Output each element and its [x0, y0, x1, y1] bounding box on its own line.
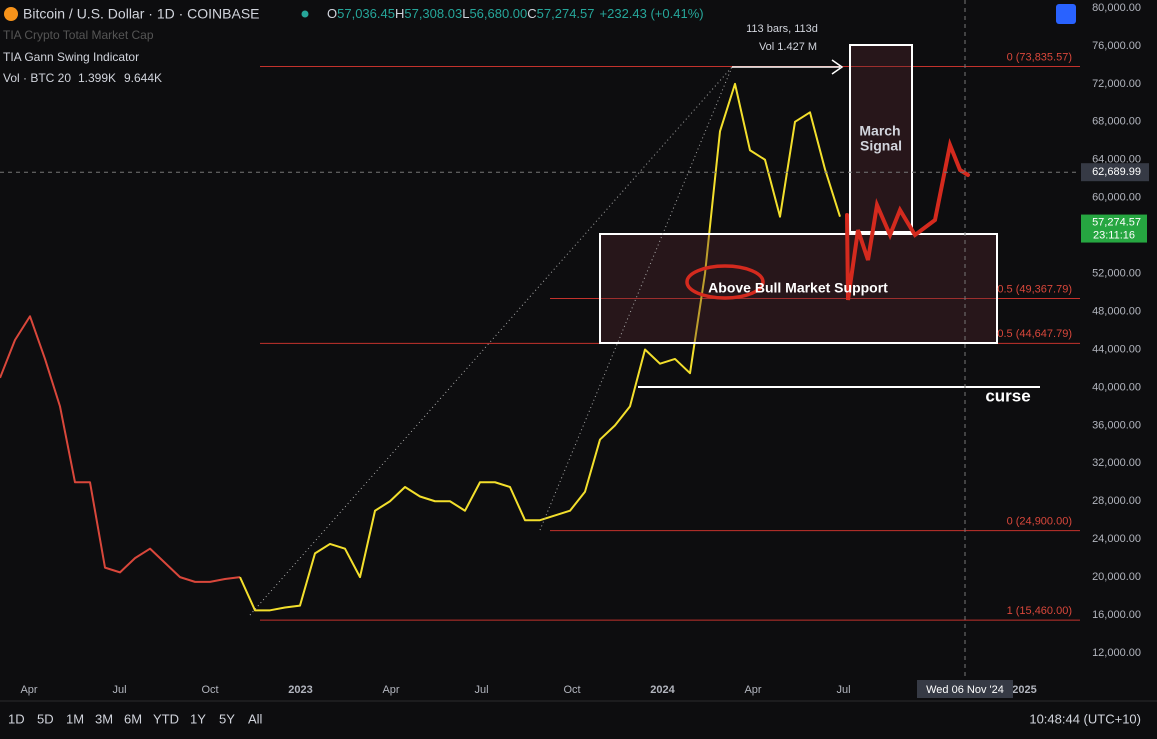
y-tick-label: 68,000.00 [1092, 116, 1141, 128]
indicator-value: 9.644K [124, 71, 162, 85]
trend-dotted [249, 66, 733, 616]
y-tick-label: 48,000.00 [1092, 305, 1141, 317]
x-tick-label: 2024 [650, 684, 675, 696]
x-tick-label: Apr [382, 684, 399, 696]
y-tick-label: 80,000.00 [1092, 2, 1141, 14]
annotation: Signal [860, 138, 902, 154]
x-tick-label: Jul [836, 684, 850, 696]
range-button[interactable]: 1M [66, 711, 84, 726]
fullscreen-button[interactable] [1056, 4, 1076, 24]
y-tick-label: 24,000.00 [1092, 533, 1141, 545]
range-button[interactable]: 3M [95, 711, 113, 726]
ohlc-l: 56,680.00 [469, 6, 527, 21]
march-box [849, 44, 913, 233]
crosshair-price: 62,689.99 [1092, 166, 1141, 178]
fib-label: 0 (73,835.57) [1007, 51, 1072, 63]
x-tick-label: Oct [201, 684, 218, 696]
x-tick-label: Jul [112, 684, 126, 696]
crosshair-date-bg [917, 680, 1013, 698]
annotation: curse [985, 386, 1030, 405]
y-tick-label: 12,000.00 [1092, 647, 1141, 659]
y-tick-label: 36,000.00 [1092, 419, 1141, 431]
range-arrow [732, 59, 844, 75]
x-tick-label: Apr [744, 684, 761, 696]
symbol[interactable]: Bitcoin / U.S. Dollar · 1D · COINBASE [23, 6, 260, 22]
y-tick-label: 44,000.00 [1092, 343, 1141, 355]
range-button[interactable]: 1Y [190, 711, 206, 726]
ohlc-h-label: H [395, 6, 404, 21]
y-tick-label: 40,000.00 [1092, 381, 1141, 393]
indicator-value: 1.399K [78, 71, 116, 85]
y-tick-label: 20,000.00 [1092, 571, 1141, 583]
countdown: 23:11:16 [1093, 229, 1135, 241]
fib-label: 0.5 (44,647.79) [997, 328, 1072, 340]
btc-icon [4, 7, 18, 21]
y-tick-label: 72,000.00 [1092, 78, 1141, 90]
plot [0, 65, 1080, 621]
red-circle [685, 264, 765, 300]
range-button[interactable]: 1D [8, 711, 25, 726]
range-button[interactable]: 5D [37, 711, 54, 726]
fib-label: 0.5 (49,367.79) [997, 283, 1072, 295]
range-button[interactable]: YTD [153, 711, 179, 726]
x-tick-label: 2023 [288, 684, 312, 696]
y-tick-label: 60,000.00 [1092, 192, 1141, 204]
ohlc-h: 57,308.03 [404, 6, 462, 21]
y-tick-label: 64,000.00 [1092, 154, 1141, 166]
price-line [0, 315, 241, 583]
indicator[interactable]: TIA Gann Swing Indicator [3, 50, 139, 64]
y-tick-label: 32,000.00 [1092, 457, 1141, 469]
ohlc-l-label: L [462, 6, 469, 21]
red-scribble [845, 138, 970, 301]
toolbar: 1D 5D 1M 3M 6M YTD 1Y 5Y All [8, 711, 263, 726]
support-box [599, 233, 998, 344]
last-price-bg [1081, 214, 1147, 243]
range-button[interactable]: 5Y [219, 711, 235, 726]
x-tick-label: Oct [563, 684, 580, 696]
annotation: Vol 1.427 M [759, 41, 817, 53]
indicator[interactable]: Vol · BTC 20 [3, 71, 71, 85]
ohlc-c: 57,274.57 [537, 6, 595, 21]
fib-label: 1 (15,460.00) [1007, 605, 1072, 617]
y-tick-label: 28,000.00 [1092, 495, 1141, 507]
clock: 10:48:44 (UTC+10) [1029, 711, 1141, 726]
status-dot [301, 10, 309, 18]
fib-label: 0 (24,900.00) [1007, 516, 1072, 528]
annotation: Above Bull Market Support [708, 280, 888, 296]
ohlc-change: +232.43 (+0.41%) [600, 6, 704, 21]
range-button[interactable]: All [248, 711, 263, 726]
indicator[interactable]: TIA Crypto Total Market Cap [3, 28, 154, 42]
ohlc-o: 57,036.45 [337, 6, 395, 21]
crosshair-date: Wed 06 Nov '24 [926, 684, 1004, 696]
annotation: 113 bars, 113d [746, 23, 818, 35]
last-price: 57,274.57 [1092, 216, 1141, 228]
x-tick-label: 2025 [1012, 684, 1036, 696]
y-tick-label: 76,000.00 [1092, 40, 1141, 52]
x-tick-label: Jul [474, 684, 488, 696]
ohlc-o-label: O [327, 6, 337, 21]
price-line [239, 82, 841, 612]
y-tick-label: 16,000.00 [1092, 609, 1141, 621]
crosshair-price-bg [1081, 163, 1149, 182]
ohlc: O57,036.45H57,308.03L56,680.00C57,274.57… [327, 6, 704, 21]
x-tick-label: Apr [20, 684, 37, 696]
ohlc-c-label: C [527, 6, 536, 21]
y-tick-label: 52,000.00 [1092, 267, 1141, 279]
annotation: March [859, 123, 900, 139]
range-button[interactable]: 6M [124, 711, 142, 726]
